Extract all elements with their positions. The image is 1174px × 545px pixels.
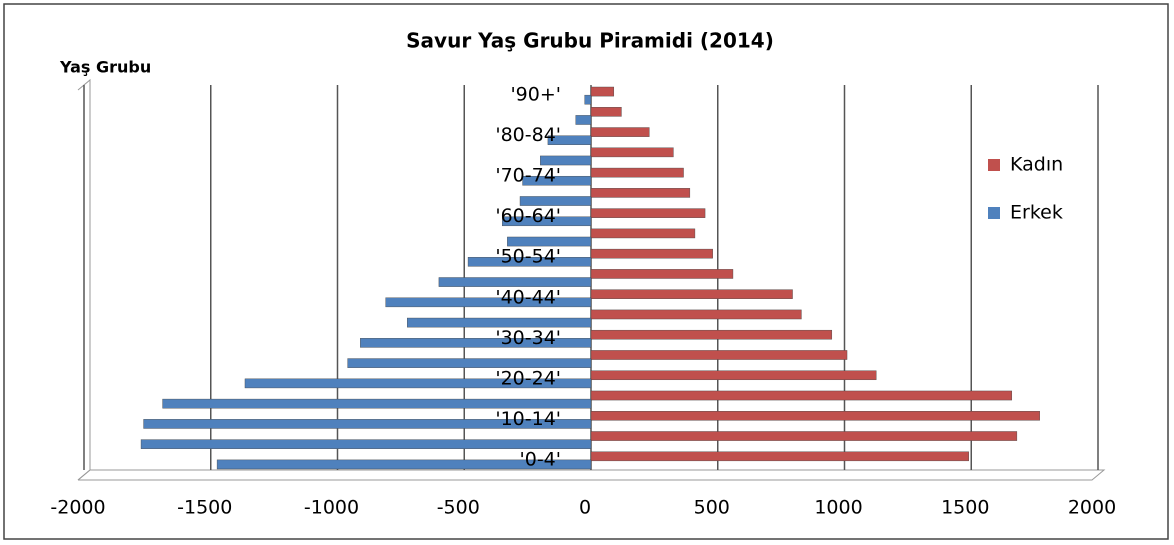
y-tick-label: '20-24': [495, 367, 561, 389]
bar: [575, 115, 592, 125]
bar: [584, 94, 592, 105]
bar: [385, 297, 592, 308]
bar: [590, 289, 793, 299]
legend-label: Kadın: [1010, 154, 1063, 176]
x-tick-label: 500: [694, 497, 730, 519]
bar: [438, 277, 592, 287]
bar: [590, 167, 684, 178]
bar: [162, 398, 592, 409]
x-tick-label: 0: [579, 497, 591, 519]
bar: [590, 147, 674, 158]
bar: [143, 419, 592, 429]
bar: [590, 350, 848, 360]
bar: [590, 86, 615, 97]
bar: [590, 411, 1040, 421]
x-tick-label: -1500: [177, 497, 232, 519]
x-tick-label: 1000: [814, 497, 862, 519]
bar: [407, 317, 592, 328]
y-axis-title: Yaş Grubu: [59, 58, 151, 77]
bar: [244, 378, 592, 389]
y-tick-label: '50-54': [495, 246, 561, 268]
frame: [3, 3, 1169, 540]
bar: [590, 269, 734, 279]
y-tick-label: '80-84': [495, 124, 561, 146]
legend-swatch: [988, 159, 1000, 171]
chart-title: Savur Yaş Grubu Piramidi (2014): [406, 29, 774, 53]
bar: [547, 135, 592, 145]
bar: [590, 188, 691, 198]
y-tick-label: '60-64': [495, 205, 561, 227]
bar: [360, 338, 592, 348]
y-tick-label: '90+': [510, 84, 561, 106]
bar: [467, 257, 592, 267]
bar: [590, 370, 877, 381]
bar: [216, 459, 592, 470]
bar: [519, 196, 592, 206]
y-tick-label: '40-44': [495, 286, 561, 308]
x-tick-label: 2000: [1068, 497, 1116, 519]
bar: [590, 228, 696, 239]
bar: [590, 451, 969, 462]
bar: [540, 155, 592, 166]
bar: [140, 439, 592, 449]
bar: [590, 248, 713, 259]
bar: [590, 107, 622, 117]
legend-label: Erkek: [1010, 202, 1063, 224]
bar: [590, 390, 1013, 401]
bar: [590, 309, 802, 320]
x-tick-label: -500: [437, 497, 480, 519]
bar: [347, 358, 592, 368]
bar: [590, 431, 1018, 441]
axis-floor: [77, 469, 1106, 481]
y-tick-label: '10-14': [495, 408, 561, 430]
legend-swatch: [988, 207, 1000, 219]
x-tick-label: 1500: [941, 497, 989, 519]
y-tick-label: '0-4': [520, 448, 561, 470]
y-tick-label: '30-34': [495, 327, 561, 349]
x-tick-label: -1000: [304, 497, 359, 519]
y-tick-label: '70-74': [495, 165, 561, 187]
bar: [590, 208, 706, 218]
bar: [590, 127, 650, 137]
bar: [590, 329, 833, 340]
bar: [502, 216, 592, 227]
bar: [507, 236, 592, 247]
bar: [522, 175, 592, 186]
x-tick-label: -2000: [50, 497, 105, 519]
